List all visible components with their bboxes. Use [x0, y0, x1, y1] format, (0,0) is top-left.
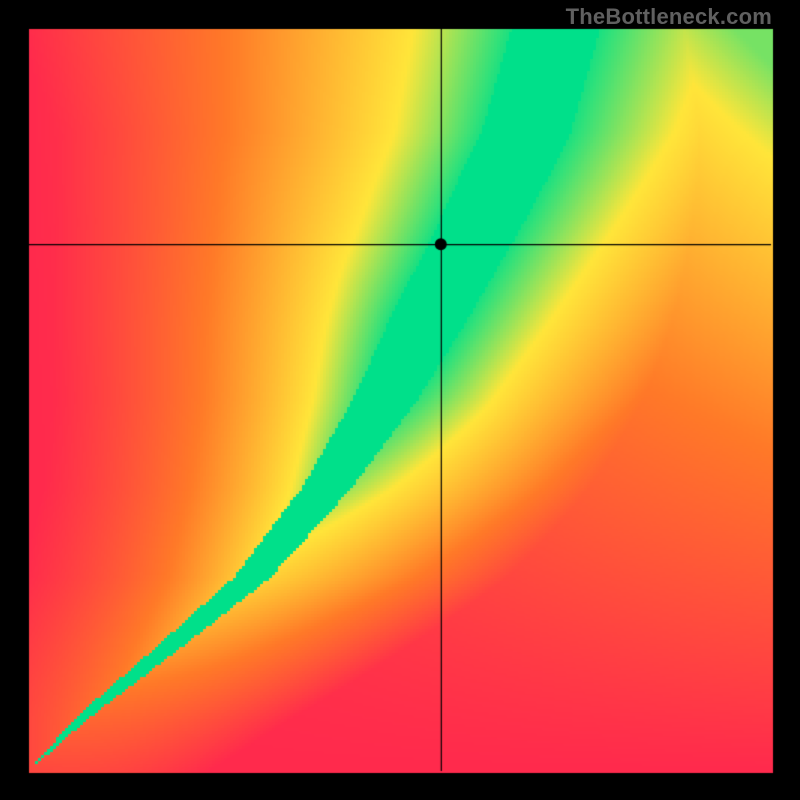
bottleneck-heatmap	[0, 0, 800, 800]
chart-container: TheBottleneck.com	[0, 0, 800, 800]
watermark-text: TheBottleneck.com	[566, 4, 772, 30]
